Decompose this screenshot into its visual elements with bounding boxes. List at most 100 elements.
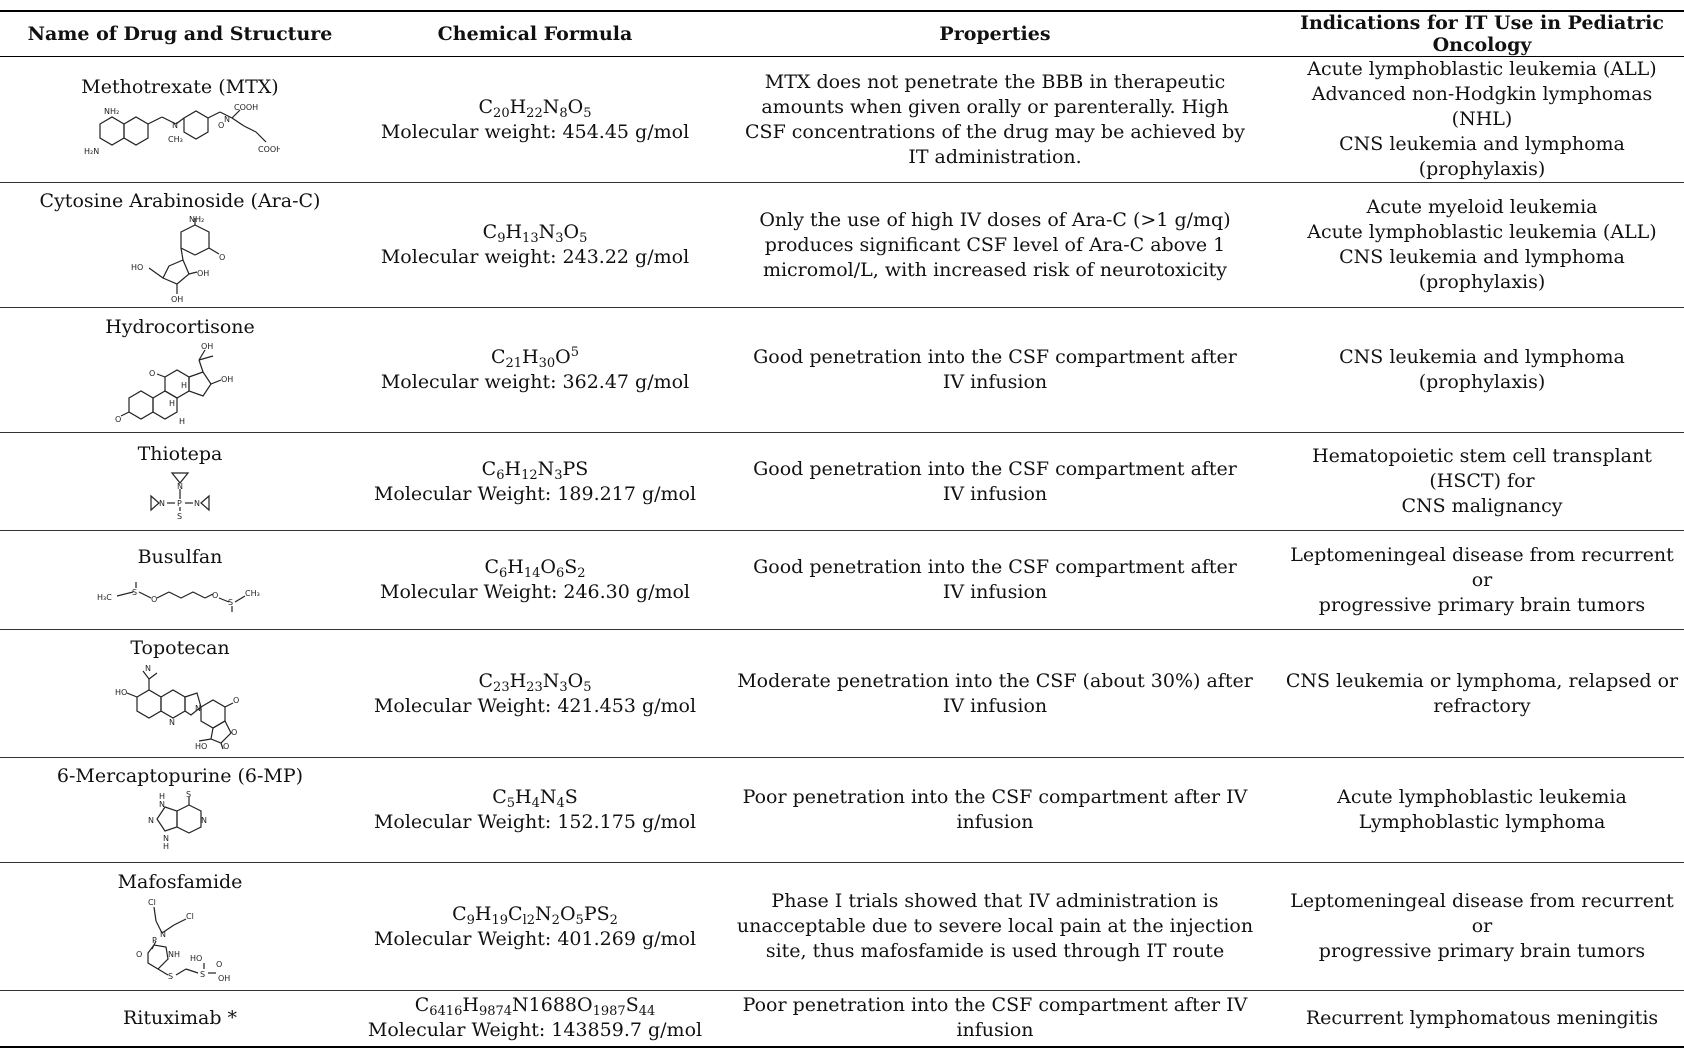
svg-text:CH₃: CH₃ (245, 589, 260, 598)
properties-cell: Good penetration into the CSF compartmen… (710, 530, 1280, 630)
topotecan-structure-icon: N HO N N O O HO O (115, 664, 239, 751)
molecular-weight: Molecular Weight: 246.30 g/mol (379, 581, 690, 603)
properties-line: Poor penetration into the CSF compartmen… (742, 994, 1248, 1017)
properties-line: Good penetration into the CSF compartmen… (753, 346, 1237, 368)
indication-line: Acute lymphoblastic leukemia (ALL) (1307, 221, 1657, 243)
mafosfamide-structure-icon: Cl Cl O P N NH S HO S O OH (136, 898, 230, 983)
properties-cell: Poor penetration into the CSF compartmen… (710, 757, 1280, 863)
chemical-formula: C9H19Cl2N2O5PS2 (452, 902, 618, 928)
busulfan-structure-icon: H₃C S O O S CH₃ (97, 581, 260, 612)
indication-line: Acute lymphoblastic leukemia (ALL) (1307, 58, 1657, 80)
svg-text:N: N (145, 664, 151, 673)
chemical-formula: C9H13N3O5 (482, 221, 588, 246)
svg-text:N: N (194, 499, 200, 508)
col-header-formula: Chemical Formula (360, 10, 710, 57)
chemical-formula: C6H14O6S2 (484, 556, 586, 581)
drug-cell: Rituximab * (0, 990, 360, 1048)
svg-text:Cl: Cl (148, 898, 156, 907)
properties-line: IV infusion (942, 694, 1048, 717)
properties-line: IT administration. (908, 145, 1082, 168)
drug-name: Thiotepa (137, 443, 223, 465)
properties-line: MTX does not penetrate the BBB in therap… (764, 70, 1226, 93)
indication-line: Lymphoblastic lymphoma (1358, 811, 1606, 833)
molecular-weight: Molecular weight: 362.47 g/mol (380, 371, 690, 393)
properties-cell: Moderate penetration into the CSF (about… (710, 629, 1280, 758)
formula-cell: C21H30O5 Molecular weight: 362.47 g/mol (360, 307, 710, 433)
formula-cell: C23H23N3O5 Molecular Weight: 421.453 g/m… (360, 629, 710, 758)
svg-text:S: S (228, 598, 233, 607)
mercaptopurine-structure-icon: S H N N N N H (148, 791, 207, 851)
chemical-formula: C20H22N8O5 (478, 95, 592, 121)
table-row: Rituximab * C6416H9874N1688O1987S44 Mole… (0, 990, 1684, 1048)
svg-text:O: O (151, 595, 157, 604)
svg-text:HO: HO (195, 742, 207, 751)
svg-text:O: O (212, 591, 218, 600)
svg-text:N: N (224, 115, 230, 124)
drug-cell: Topotecan N HO N N (0, 629, 360, 758)
indication-line: CNS leukemia or lymphoma, relapsed or (1285, 669, 1679, 692)
cytarabine-structure-icon: NH₂ HO OH OH O (131, 216, 225, 302)
svg-text:N: N (148, 816, 154, 825)
svg-text:O: O (219, 253, 225, 262)
svg-text:S: S (177, 512, 182, 521)
formula-cell: C9H19Cl2N2O5PS2 Molecular Weight: 401.26… (360, 862, 710, 991)
indication-line: progressive primary brain tumors (1318, 940, 1646, 962)
svg-text:H: H (163, 842, 169, 851)
indication-line: Recurrent lymphomatous meningitis (1305, 1006, 1659, 1029)
svg-text:P: P (152, 936, 157, 945)
table-row: 6-Mercaptopurine (6-MP) S H N N N N H C5… (0, 757, 1684, 863)
drug-name: Busulfan (137, 545, 223, 568)
drug-cell: Mafosfamide Cl Cl O P (0, 862, 360, 991)
properties-cell: MTX does not penetrate the BBB in therap… (710, 56, 1280, 183)
table-row: Thiotepa N N P N S C6H12N3PS (0, 432, 1684, 531)
svg-text:N: N (172, 121, 178, 130)
svg-text:S: S (200, 970, 205, 979)
svg-text:NH₂: NH₂ (189, 216, 204, 224)
properties-line: unacceptable due to severe local pain at… (736, 915, 1254, 937)
indications-cell: Recurrent lymphomatous meningitis (1280, 990, 1684, 1048)
chemical-formula: C21H30O5 (490, 345, 580, 371)
svg-text:COOH: COOH (234, 103, 258, 112)
svg-text:CH₃: CH₃ (168, 135, 183, 144)
drug-cell: Hydrocortisone OH OH O O H (0, 307, 360, 433)
indication-line: progressive primary brain tumors (1318, 593, 1646, 616)
svg-text:H: H (159, 792, 165, 801)
table-row: Busulfan H₃C S O O S CH₃ (0, 530, 1684, 630)
drug-cell: Methotrexate (MTX) NH₂ H₂N N (0, 56, 360, 183)
svg-text:OH: OH (201, 342, 213, 351)
drug-table: Name of Drug and Structure Chemical Form… (0, 10, 1684, 1048)
properties-line: Good penetration into the CSF compartmen… (753, 457, 1237, 480)
indications-cell: Leptomeningeal disease from recurrent or… (1280, 862, 1684, 991)
drug-name: Methotrexate (MTX) (81, 76, 279, 98)
hydrocortisone-structure-icon: OH OH O O H H H (115, 342, 233, 426)
svg-text:S: S (132, 588, 137, 597)
indication-line: Acute lymphoblastic leukemia (1337, 786, 1627, 808)
svg-text:OH: OH (218, 974, 230, 983)
properties-line: infusion (956, 811, 1034, 833)
molecular-weight: Molecular Weight: 189.217 g/mol (373, 482, 697, 505)
svg-text:N: N (159, 499, 165, 508)
svg-text:OH: OH (171, 295, 183, 302)
svg-text:O: O (216, 960, 222, 969)
table-row: Cytosine Arabinoside (Ara-C) NH₂ HO OH O… (0, 182, 1684, 308)
properties-cell: Good penetration into the CSF compartmen… (710, 432, 1280, 531)
properties-line: micromol/L, with increased risk of neuro… (762, 258, 1228, 281)
indications-cell: CNS leukemia and lymphoma (prophylaxis) (1280, 307, 1684, 433)
properties-line: Good penetration into the CSF compartmen… (753, 556, 1237, 578)
indications-cell: Acute lymphoblastic leukemia (ALL) Advan… (1280, 56, 1684, 183)
indication-line: CNS leukemia and lymphoma (prophylaxis) (1339, 346, 1625, 393)
svg-text:O: O (233, 696, 239, 705)
chemical-formula: C23H23N3O5 (478, 669, 592, 695)
svg-text:H₂N: H₂N (84, 147, 99, 156)
svg-text:H: H (181, 381, 187, 390)
svg-text:OH: OH (197, 269, 209, 278)
properties-line: Poor penetration into the CSF compartmen… (742, 786, 1248, 808)
properties-line: site, thus mafosfamide is used through I… (765, 940, 1225, 962)
formula-cell: C5H4N4S Molecular Weight: 152.175 g/mol (360, 757, 710, 863)
indication-line: Hematopoietic stem cell transplant (HSCT… (1312, 445, 1652, 492)
svg-text:S: S (168, 972, 173, 981)
indication-line: Acute myeloid leukemia (1366, 196, 1598, 218)
header-row: Name of Drug and Structure Chemical Form… (0, 10, 1684, 57)
indication-line: Advanced non-Hodgkin lymphomas (NHL) (1311, 83, 1653, 130)
svg-text:N: N (169, 718, 175, 727)
